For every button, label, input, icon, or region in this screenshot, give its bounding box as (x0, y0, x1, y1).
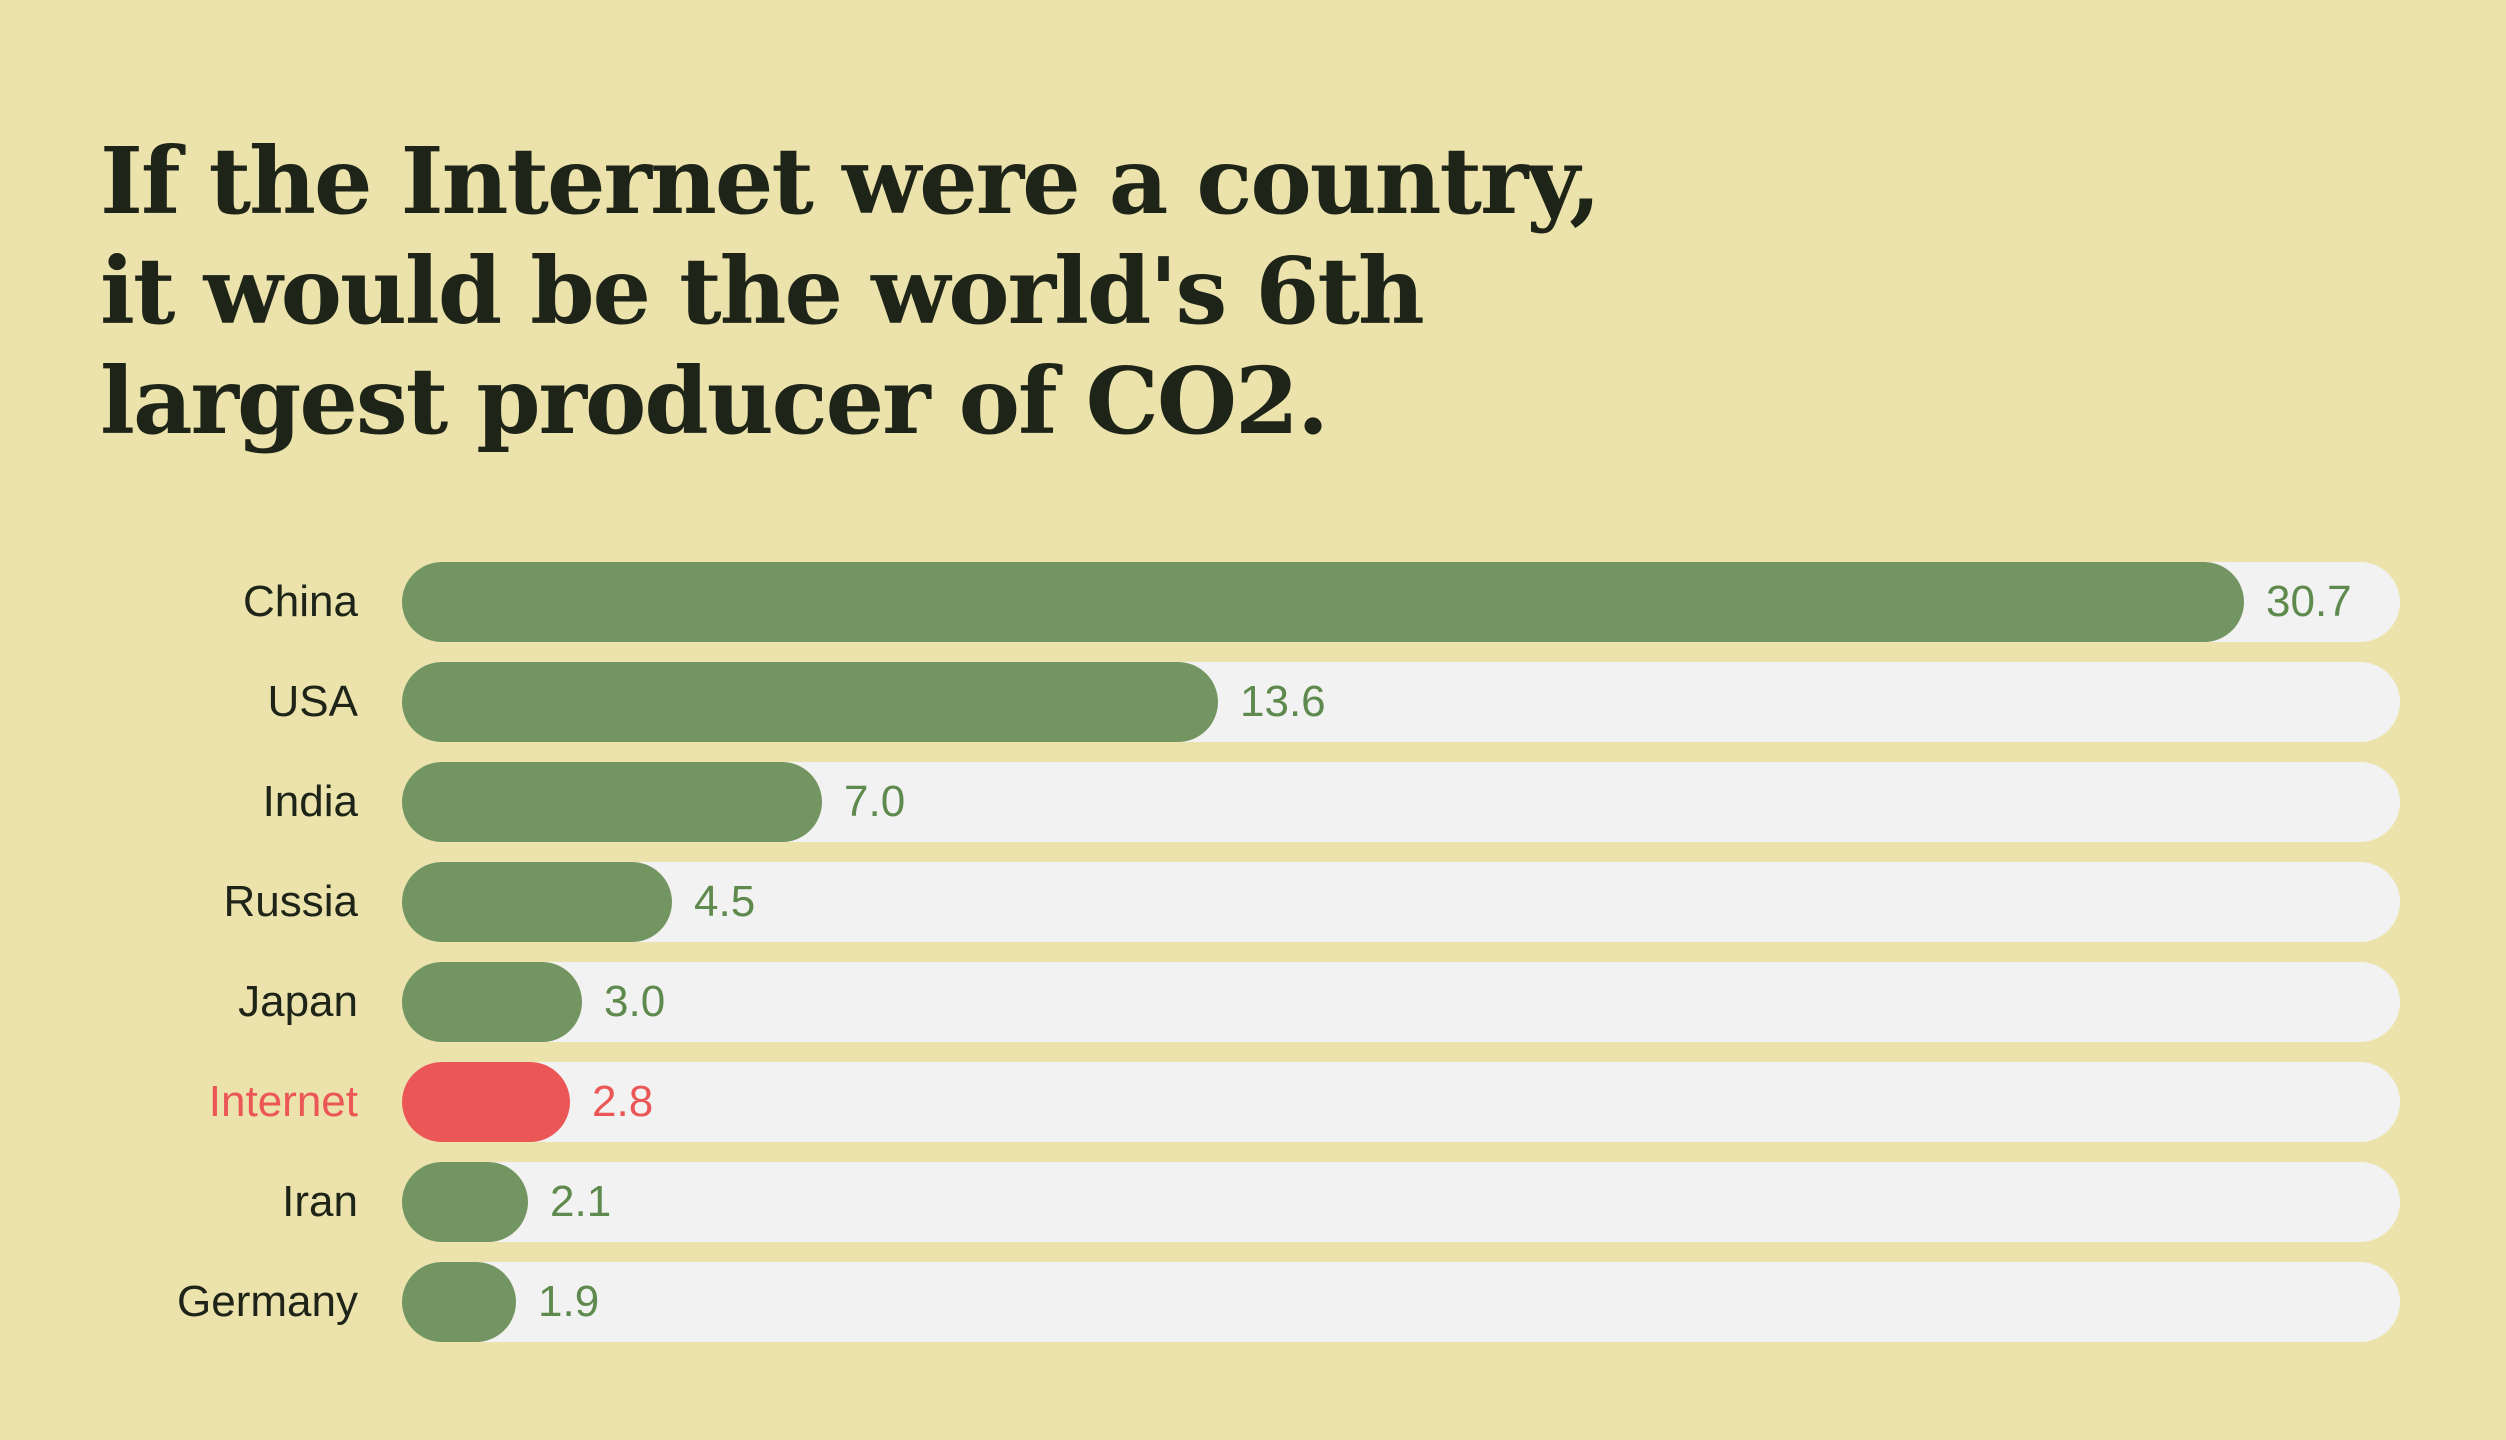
bar-row: Germany 1.9 (0, 1262, 2506, 1342)
bar-track (402, 1162, 2400, 1242)
value-label: 1.9 (538, 1277, 600, 1326)
bar (402, 1062, 570, 1142)
value-label: 30.7 (2266, 577, 2352, 626)
category-label: Iran (282, 1177, 358, 1226)
bar-track (402, 1062, 2400, 1142)
bar (402, 1262, 516, 1342)
bar-track (402, 862, 2400, 942)
category-label: Germany (177, 1277, 358, 1326)
value-label: 13.6 (1240, 677, 1326, 726)
category-label: Japan (238, 977, 358, 1026)
value-label: 7.0 (844, 777, 906, 826)
category-label: China (243, 577, 358, 626)
value-label: 2.1 (550, 1177, 612, 1226)
bar-row: India 7.0 (0, 762, 2506, 842)
category-label: Russia (223, 877, 359, 926)
value-label: 2.8 (592, 1077, 654, 1126)
bar (402, 762, 822, 842)
bar-row: Iran 2.1 (0, 1162, 2506, 1242)
bar-track (402, 962, 2400, 1042)
bar-row: Russia 4.5 (0, 862, 2506, 942)
bar (402, 562, 2244, 642)
bar-row: Japan 3.0 (0, 962, 2506, 1042)
category-label: USA (267, 677, 358, 726)
bar-track (402, 1262, 2400, 1342)
category-label: Internet (208, 1077, 358, 1126)
bar-row: China 30.7 (0, 562, 2506, 642)
value-label: 4.5 (694, 877, 756, 926)
bar-row: Internet 2.8 (0, 1062, 2506, 1142)
bar-row: USA 13.6 (0, 662, 2506, 742)
value-label: 3.0 (604, 977, 666, 1026)
bar (402, 662, 1218, 742)
bar (402, 1162, 528, 1242)
bar (402, 862, 672, 942)
category-label: India (262, 777, 358, 826)
chart-title: If the Internet were a country, it would… (100, 127, 1601, 455)
bar (402, 962, 582, 1042)
